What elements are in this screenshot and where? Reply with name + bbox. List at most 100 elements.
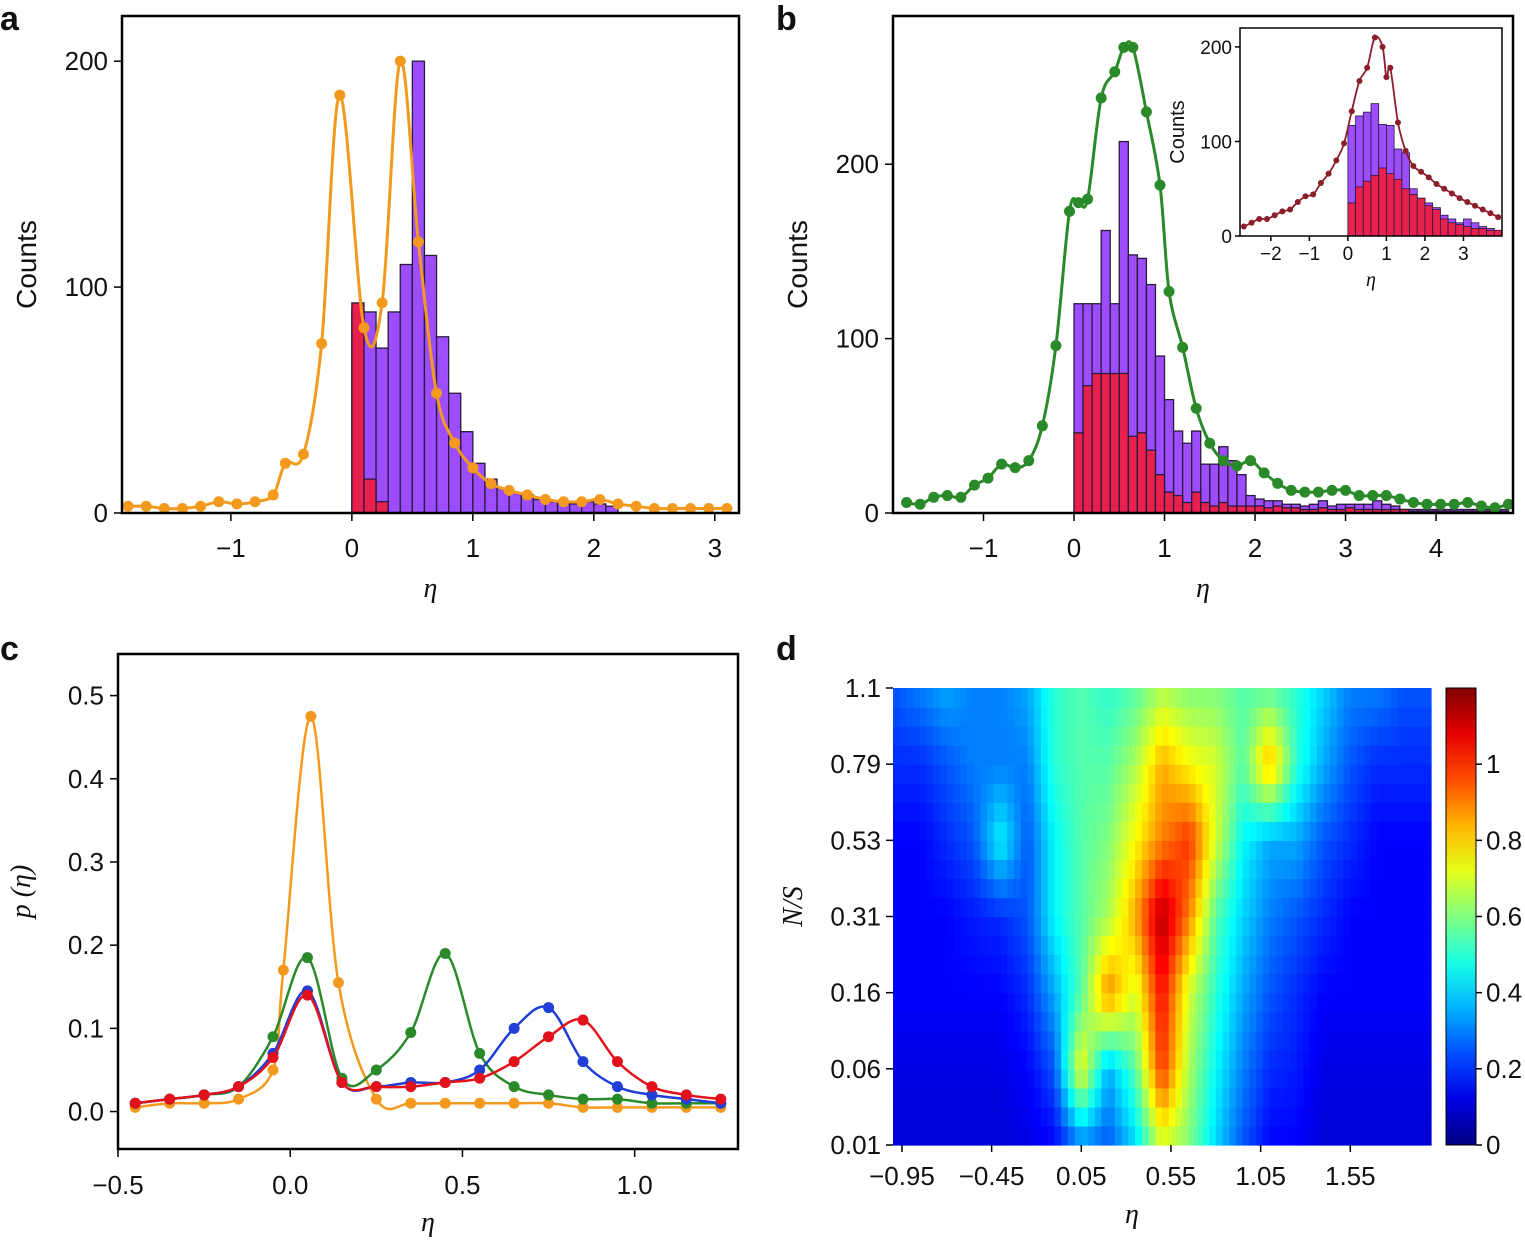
heatmap-cell: [1114, 764, 1123, 784]
panel-b-y-axis-title: Counts: [782, 220, 813, 309]
heatmap-cell: [1357, 859, 1365, 880]
heatmap-cell: [1229, 688, 1237, 708]
panel-c-point-red-3: [233, 1081, 245, 1093]
heatmap-cell: [1188, 1125, 1197, 1146]
colorbar-tick-label-1: 0.2: [1486, 1054, 1522, 1084]
heatmap-cell: [893, 726, 901, 746]
heatmap-cell: [1316, 764, 1325, 784]
panel-c-point-orange-8: [370, 1093, 382, 1105]
heatmap-cell: [1357, 1011, 1365, 1032]
heatmap-cell: [1404, 802, 1412, 822]
heatmap-cell: [1417, 802, 1425, 822]
heatmap-cell: [1047, 897, 1056, 918]
heatmap-cell: [1222, 1030, 1230, 1051]
panel-b-inset-bar-red-1: [1355, 186, 1364, 236]
heatmap-cell: [1383, 1106, 1392, 1127]
heatmap-cell: [1020, 916, 1029, 937]
heatmap-cell: [1195, 707, 1203, 727]
panel-b-bar-red-13: [1191, 491, 1202, 513]
heatmap-cell: [1047, 992, 1056, 1013]
heatmap-cell: [1397, 859, 1405, 880]
heatmap-cell: [1175, 954, 1183, 975]
heatmap-cell: [1336, 764, 1345, 784]
heatmap-cell: [1108, 688, 1116, 708]
heatmap-cell: [1289, 859, 1298, 880]
heatmap-cell: [1007, 1030, 1015, 1051]
heatmap-cell: [1007, 840, 1015, 860]
heatmap-cell: [1256, 745, 1264, 765]
heatmap-cell: [1202, 1087, 1210, 1108]
heatmap-cell: [1303, 935, 1311, 956]
heatmap-cell: [940, 707, 948, 727]
panel-b-inset-y-tick-label-1: 100: [1200, 132, 1232, 153]
heatmap-cell: [1397, 802, 1405, 822]
heatmap-cell: [993, 1011, 1002, 1032]
panel-c-point-green-5: [301, 952, 313, 964]
heatmap-cell: [919, 1068, 928, 1089]
heatmap-cell: [1141, 764, 1150, 784]
heatmap-cell: [1128, 954, 1136, 975]
heatmap-cell: [1027, 821, 1035, 841]
heatmap-cell: [1067, 726, 1076, 746]
heatmap-cell: [1357, 992, 1365, 1013]
heatmap-cell: [1007, 783, 1015, 803]
panel-a-point-2: [158, 502, 170, 513]
heatmap-cell: [1370, 1068, 1378, 1089]
panel-b-bar-red-7: [1136, 432, 1148, 513]
heatmap-cell: [993, 726, 1002, 746]
heatmap-cell: [1390, 916, 1398, 937]
heatmap-cell: [1289, 726, 1298, 746]
heatmap-cell: [913, 840, 921, 860]
heatmap-cell: [1054, 688, 1062, 708]
heatmap-cell: [1343, 897, 1351, 918]
heatmap-cell: [933, 1030, 941, 1051]
heatmap-cell: [1417, 688, 1425, 708]
heatmap-cell: [960, 707, 968, 727]
heatmap-cell: [1088, 1030, 1096, 1051]
heatmap-cell: [993, 688, 1002, 708]
panel-b-inset-point-21: [1394, 119, 1401, 126]
heatmap-cell: [1155, 1011, 1163, 1032]
panel-a-point-24: [558, 496, 570, 508]
heatmap-cell: [1363, 1087, 1372, 1108]
heatmap-cell: [960, 916, 968, 937]
heatmap-cell: [1222, 859, 1230, 880]
heatmap-cell: [913, 1087, 921, 1108]
heatmap-cell: [1081, 745, 1089, 765]
heatmap-cell: [1000, 954, 1008, 975]
panel-a-point-25: [576, 496, 588, 508]
heatmap-cell: [1014, 954, 1022, 975]
heatmap-cell: [1283, 992, 1291, 1013]
heatmap-cell: [1276, 821, 1284, 841]
panel-a-point-11: [316, 338, 328, 350]
heatmap-cell: [1081, 859, 1089, 880]
heatmap-cell: [1283, 1106, 1291, 1127]
heatmap-cell: [1256, 973, 1264, 994]
heatmap-cell: [1336, 1125, 1345, 1146]
heatmap-cell: [1357, 1049, 1365, 1070]
heatmap-cell: [1343, 745, 1351, 765]
heatmap-cell: [1101, 802, 1109, 822]
heatmap-cell: [1081, 840, 1089, 860]
heatmap-cell: [926, 859, 934, 880]
panel-b-inset-bar-red-5: [1386, 173, 1395, 236]
heatmap-cell: [1108, 1049, 1116, 1070]
heatmap-cell: [1182, 688, 1190, 708]
heatmap-cell: [1377, 916, 1385, 937]
heatmap-cell: [993, 1125, 1002, 1146]
heatmap-cell: [1182, 954, 1190, 975]
heatmap-cell: [1114, 745, 1123, 765]
heatmap-cell: [1101, 1011, 1109, 1032]
heatmap-cell: [899, 688, 908, 708]
heatmap-cell: [973, 688, 982, 708]
heatmap-cell: [980, 878, 988, 899]
heatmap-cell: [1067, 1030, 1076, 1051]
heatmap-cell: [1383, 1125, 1392, 1146]
heatmap-cell: [926, 1125, 934, 1146]
panel-c-point-red-8: [405, 1081, 417, 1093]
heatmap-cell: [1215, 954, 1224, 975]
heatmap-cell: [1195, 1125, 1203, 1146]
heatmap-cell: [1242, 916, 1251, 937]
heatmap-cell: [1269, 916, 1277, 937]
heatmap-cell: [933, 783, 941, 803]
